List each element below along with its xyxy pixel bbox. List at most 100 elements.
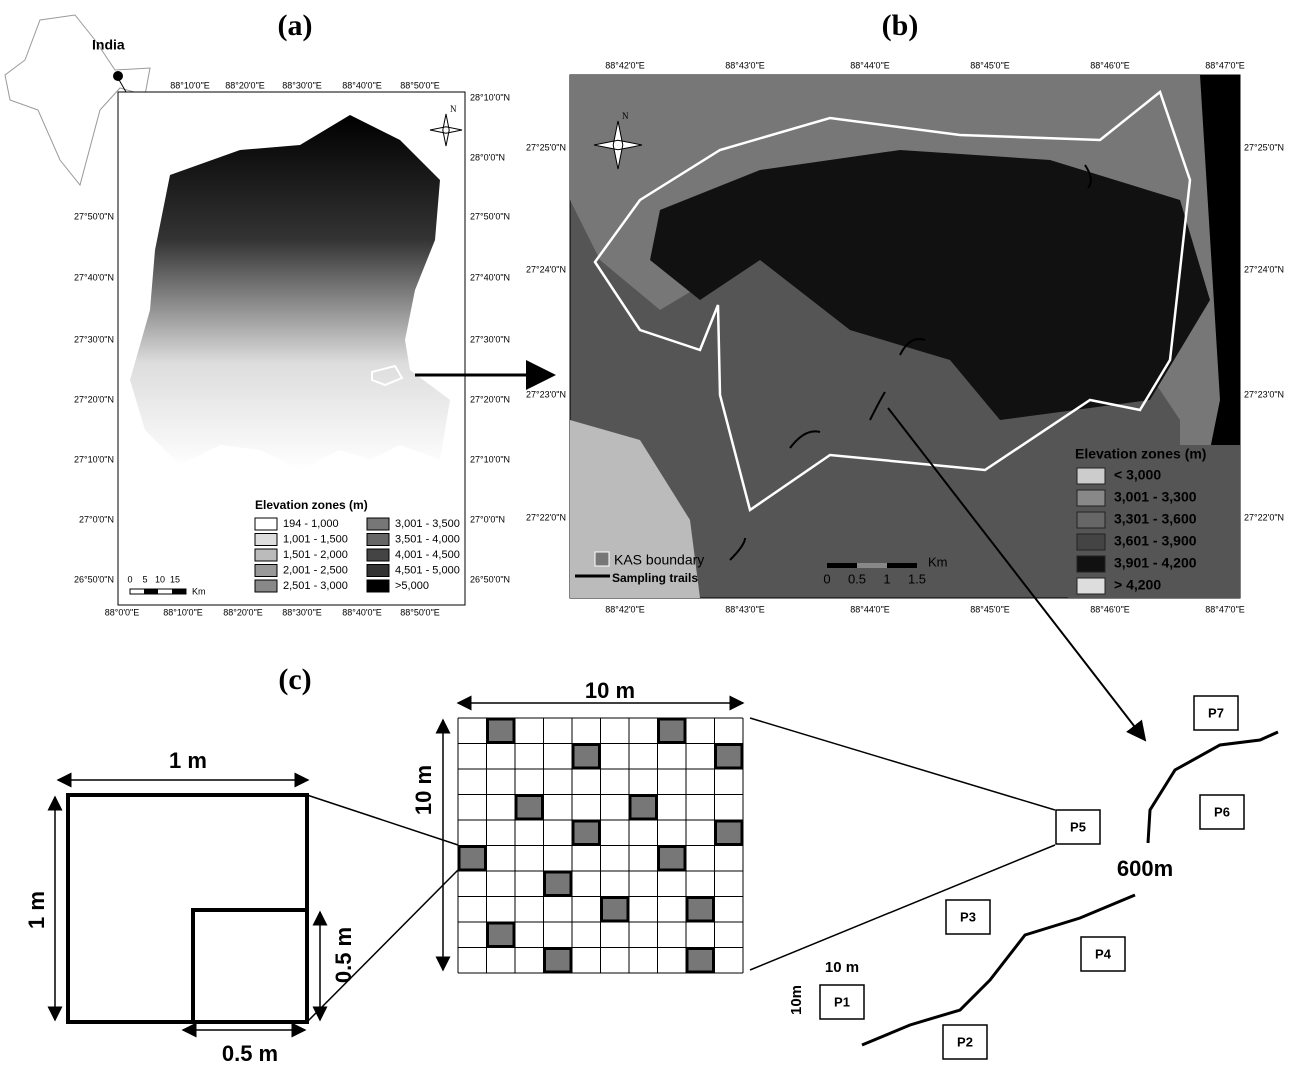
sampled-cell [573,821,600,845]
legend-label: < 3,000 [1114,467,1161,483]
legend-label: 1,501 - 2,000 [283,549,348,561]
coordinate-label: 27°0'0"N [79,514,114,524]
scale-label: 1 [883,571,890,586]
scale-bar [857,563,887,568]
coordinate-label: 88°46'0"E [1090,60,1130,70]
sampled-cell [545,949,572,973]
inset-label: India [92,37,125,53]
transect-trails [862,732,1278,1045]
scale-label: 0 [127,574,132,584]
legend-label: 1,001 - 1,500 [283,533,348,545]
north-label: N [450,104,457,114]
coordinate-label: 27°10'0"N [74,454,114,464]
coordinate-label: 88°45'0"E [970,604,1010,614]
legend-swatch [367,580,389,592]
sampled-cell [516,796,543,820]
sampled-cell [716,745,743,769]
legend-title: Elevation zones (m) [255,498,368,512]
scale-label: 1.5 [908,571,926,586]
coordinate-label: 88°30'0"E [282,80,322,90]
coordinate-label: 27°50'0"N [470,211,510,221]
coordinate-label: 88°47'0"E [1205,60,1245,70]
legend-label: 3,301 - 3,600 [1114,511,1197,527]
scale-bar [172,589,186,594]
plot-size: 10 m [825,959,859,976]
plot-label: P2 [957,1034,973,1049]
scale-label: 15 [170,574,180,584]
coordinate-label: 88°30'0"E [282,607,322,617]
coordinate-label: 27°20'0"N [74,394,114,404]
coordinate-label: 27°30'0"N [470,334,510,344]
plot-label: P7 [1208,705,1224,720]
legend-swatch [1077,534,1105,550]
legend-swatch [1077,490,1105,506]
plot-label: P1 [834,994,850,1009]
dimension-label: 0.5 m [331,927,356,983]
legend-label: >5,000 [395,580,429,592]
legend-label: 3,901 - 4,200 [1114,555,1197,571]
coordinate-label: 88°40'0"E [342,80,382,90]
sampled-cell [659,719,686,743]
coordinate-label: 88°46'0"E [1090,604,1130,614]
legend-swatch [367,549,389,561]
panel-label: (a) [278,9,313,42]
coordinate-label: 27°20'0"N [470,394,510,404]
coordinate-label: 88°47'0"E [1205,604,1245,614]
dimension-label: 10 m [411,765,436,815]
sampled-cell [602,898,629,922]
sampled-cell [716,821,743,845]
legend-label: 194 - 1,000 [283,518,339,530]
coordinate-label: 88°50'0"E [400,607,440,617]
legend-swatch [255,518,277,530]
coordinate-label: 88°43'0"E [725,604,765,614]
coordinate-label: 88°10'0"E [170,80,210,90]
coordinate-label: 27°40'0"N [74,272,114,282]
dimension-label: 1 m [169,748,207,773]
coordinate-label: 88°42'0"E [605,604,645,614]
coordinate-label: 88°40'0"E [342,607,382,617]
coordinate-label: 88°44'0"E [850,604,890,614]
sampled-cell [488,719,515,743]
sampled-cell [573,745,600,769]
legend-label: KAS boundary [614,552,704,568]
legend-swatch [1077,512,1105,528]
legend-swatch [1077,556,1105,572]
coordinate-label: 26°50'0"N [470,574,510,584]
coordinate-label: 88°10'0"E [163,607,203,617]
coordinate-label: 27°24'0"N [1244,264,1284,274]
coordinate-label: 88°20'0"E [225,80,265,90]
legend-swatch [255,534,277,546]
sampled-cell [545,872,572,896]
india-marker [113,71,123,81]
legend-label: 3,501 - 4,000 [395,533,460,545]
legend-swatch [255,580,277,592]
sampled-cell [459,847,486,871]
north-label: N [622,111,629,121]
legend-label: 3,001 - 3,500 [395,518,460,530]
coordinate-label: 27°40'0"N [470,272,510,282]
dimension-label: 0.5 m [222,1041,278,1066]
legend-swatch [367,518,389,530]
legend-swatch [255,549,277,561]
coordinate-label: 88°43'0"E [725,60,765,70]
coordinate-label: 27°25'0"N [1244,142,1284,152]
dimension-label: 1 m [24,891,49,929]
coordinate-label: 27°0'0"N [470,514,505,524]
plot-size: 10m [788,985,805,1015]
coordinate-label: 28°0'0"N [470,152,505,162]
figure: (a)(b)(c)India88°10'0"E88°20'0"E88°30'0"… [0,0,1290,1070]
coordinate-label: 27°50'0"N [74,211,114,221]
coordinate-label: 88°44'0"E [850,60,890,70]
legend-label: > 4,200 [1114,577,1161,593]
plot-label: P6 [1214,804,1230,819]
legend-swatch [255,565,277,577]
scale-bar [144,589,158,594]
legend-label: 3,601 - 3,900 [1114,533,1197,549]
scale-label: 10 [155,574,165,584]
coordinate-label: 27°22'0"N [1244,512,1284,522]
legend-label: 4,501 - 5,000 [395,564,460,576]
legend-label: 3,001 - 3,300 [1114,489,1197,505]
sampled-cell [488,923,515,947]
scale-label: Km [928,554,948,569]
legend-label: Sampling trails [612,571,698,585]
